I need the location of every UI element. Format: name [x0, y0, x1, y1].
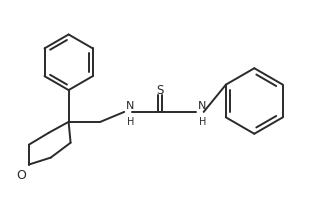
Text: H: H [128, 117, 135, 127]
Text: O: O [16, 168, 26, 182]
Text: S: S [156, 84, 164, 97]
Text: N: N [198, 101, 206, 111]
Text: H: H [199, 117, 207, 127]
Text: N: N [126, 101, 135, 111]
